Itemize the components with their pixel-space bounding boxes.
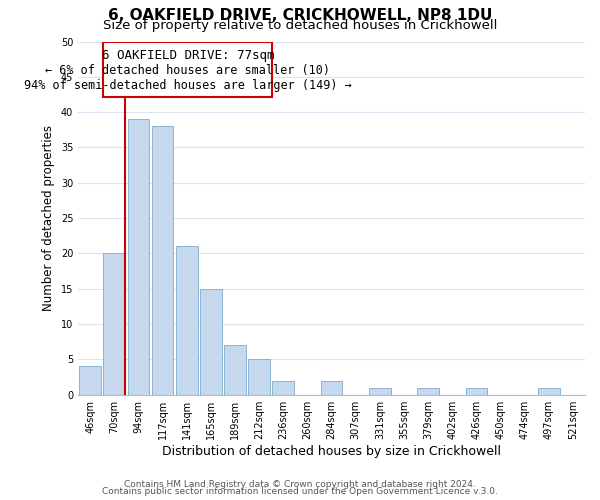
Text: 6, OAKFIELD DRIVE, CRICKHOWELL, NP8 1DU: 6, OAKFIELD DRIVE, CRICKHOWELL, NP8 1DU [108,8,492,22]
Bar [272,380,294,394]
Bar [369,388,391,394]
FancyBboxPatch shape [103,42,272,96]
Bar [176,246,197,394]
Text: ← 6% of detached houses are smaller (10): ← 6% of detached houses are smaller (10) [46,64,331,77]
Bar [321,380,343,394]
Bar [417,388,439,394]
Text: 94% of semi-detached houses are larger (149) →: 94% of semi-detached houses are larger (… [24,79,352,92]
Text: Size of property relative to detached houses in Crickhowell: Size of property relative to detached ho… [103,18,497,32]
Y-axis label: Number of detached properties: Number of detached properties [42,125,55,311]
Text: Contains public sector information licensed under the Open Government Licence v.: Contains public sector information licen… [102,488,498,496]
Bar [538,388,560,394]
Bar [200,288,222,395]
Bar [152,126,173,394]
Bar [79,366,101,394]
Text: Contains HM Land Registry data © Crown copyright and database right 2024.: Contains HM Land Registry data © Crown c… [124,480,476,489]
Bar [103,254,125,394]
Text: 6 OAKFIELD DRIVE: 77sqm: 6 OAKFIELD DRIVE: 77sqm [101,48,274,62]
Bar [248,360,270,394]
Bar [128,119,149,394]
Bar [466,388,487,394]
X-axis label: Distribution of detached houses by size in Crickhowell: Distribution of detached houses by size … [162,444,501,458]
Bar [224,346,246,395]
